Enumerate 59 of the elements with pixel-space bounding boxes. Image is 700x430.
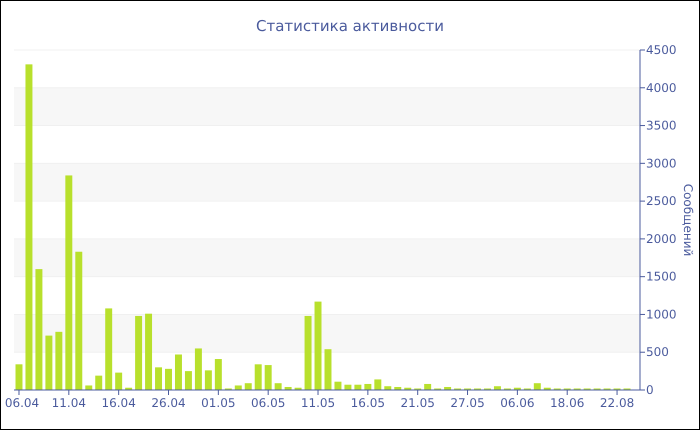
y-tick-label: 3000 <box>646 156 677 170</box>
bar <box>204 370 212 390</box>
y-tick-label: 2500 <box>646 194 677 208</box>
bar <box>324 349 332 390</box>
bar <box>364 384 372 390</box>
bar <box>254 364 262 390</box>
y-tick-label: 3500 <box>646 118 677 133</box>
bar <box>494 386 501 390</box>
bar <box>25 64 32 390</box>
x-tick-label: 26.04 <box>151 396 186 410</box>
bar <box>354 384 362 390</box>
bar <box>135 316 142 390</box>
x-tick-label: 06.04 <box>4 396 40 410</box>
y-tick-label: 500 <box>646 345 669 360</box>
x-tick-label: 16.04 <box>101 396 136 410</box>
bar <box>534 383 541 390</box>
y-tick-label: 4500 <box>646 43 677 57</box>
bar <box>35 269 42 390</box>
bar <box>45 336 52 390</box>
bar <box>15 364 22 390</box>
x-tick-label: 01.05 <box>201 396 236 410</box>
y-tick-label: 4000 <box>646 80 677 95</box>
bar <box>384 386 392 390</box>
y-tick-label: 0 <box>646 383 654 397</box>
x-tick-label: 21.05 <box>400 396 435 410</box>
chart-title: Статистика активности <box>256 17 444 35</box>
bar <box>145 314 152 390</box>
y-axis-title: Сообщений <box>681 184 695 256</box>
bar <box>334 382 342 390</box>
x-tick-label: 11.04 <box>52 396 86 410</box>
bar <box>424 384 432 390</box>
bar <box>95 376 102 390</box>
bar <box>214 359 222 390</box>
bar <box>105 308 112 390</box>
bar <box>274 383 282 390</box>
bar <box>174 354 182 390</box>
y-tick-label: 1000 <box>646 307 677 322</box>
x-tick-label: 22.08 <box>600 396 634 410</box>
y-tick-label: 2000 <box>646 232 677 246</box>
x-tick-label: 06.06 <box>500 396 535 410</box>
bar <box>155 367 162 390</box>
bar <box>165 368 172 390</box>
bar <box>374 379 382 390</box>
bar <box>264 365 272 390</box>
bar <box>184 371 192 390</box>
x-tick-label: 06.05 <box>251 396 286 410</box>
x-tick-label: 11.05 <box>300 396 336 410</box>
y-tick-label: 1500 <box>646 270 677 284</box>
bar <box>314 302 322 390</box>
bar <box>55 332 62 390</box>
x-tick-label: 27.05 <box>450 396 485 410</box>
bar <box>115 372 122 390</box>
bar <box>65 175 72 390</box>
bar <box>304 316 312 390</box>
bar <box>75 252 82 390</box>
x-tick-label: 18.06 <box>550 396 584 410</box>
bar <box>344 384 352 390</box>
x-tick-label: 16.05 <box>350 396 386 410</box>
bar <box>194 348 202 390</box>
